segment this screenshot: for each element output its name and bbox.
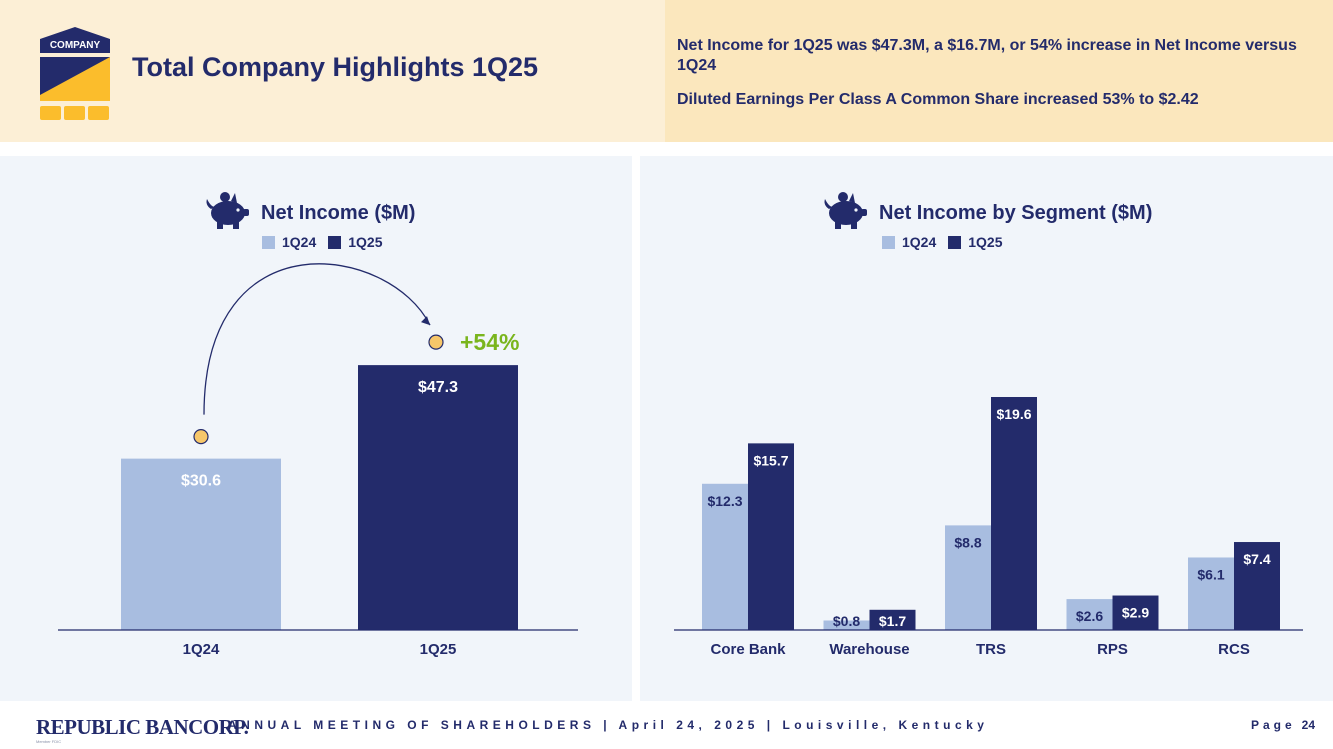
data-label-rps-1q24: $2.6 [1076,608,1103,624]
data-label-warehouse-1q24: $0.8 [833,613,860,629]
page-number-value: 24 [1301,718,1315,732]
brand-logo: REPUBLIC BANCORP. [36,715,249,739]
brand-subtext: Member FDIC [36,739,62,744]
x-tick-1q24: 1Q24 [183,641,220,658]
data-label-trs-1q25: $19.6 [996,406,1031,422]
page-title: Total Company Highlights 1Q25 [132,52,539,82]
legend-item-1q24: 1Q24 [882,234,936,250]
data-label-rcs-1q25: $7.4 [1243,551,1270,567]
net-income-chart: $30.6 1Q24 $47.3 1Q25 +54% [58,263,578,658]
data-label-warehouse-1q25: $1.7 [879,613,906,629]
legend-label-1q25: 1Q25 [968,234,1003,250]
legend-label-1q24: 1Q24 [282,234,317,250]
x-tick-core-bank: Core Bank [710,641,786,658]
x-tick-rps: RPS [1097,641,1128,658]
growth-arrow-head [421,316,430,326]
bar-1q25 [358,365,518,630]
bar-core-bank-1q25 [748,443,794,630]
marker-1q25 [428,334,444,350]
chart-title-net-income: Net Income ($M) [261,202,416,224]
bar-rcs-1q24 [1188,557,1234,630]
data-label-rps-1q25: $2.9 [1122,605,1149,621]
marker-1q24 [193,429,209,445]
x-tick-warehouse: Warehouse [829,641,909,658]
legend-label-1q25: 1Q25 [348,234,383,250]
bar-trs-1q24 [945,525,991,630]
data-label-rcs-1q24: $6.1 [1197,566,1224,582]
legend-item-1q25: 1Q25 [948,234,1003,250]
segment-chart: $12.3 $15.7 Core Bank $0.8 $1.7 Warehouse $8.8… [674,397,1303,658]
chart-title-segment: Net Income by Segment ($M) [879,202,1153,224]
legend-segment: 1Q24 1Q25 [882,234,1015,250]
growth-annotation: +54% [460,329,519,355]
header-right [665,0,1333,142]
legend-item-1q25: 1Q25 [328,234,383,250]
meeting-info: ANNUAL MEETING OF SHAREHOLDERS | April 2… [228,718,989,732]
bar-trs-1q25 [991,397,1037,630]
data-label-core-bank-1q25: $15.7 [753,452,788,468]
bar-warehouse-1q24 [823,620,870,630]
logo-label: COMPANY [50,40,101,51]
data-label-trs-1q24: $8.8 [954,534,981,550]
page-label: Page [1250,718,1296,732]
growth-arrow [203,263,431,415]
legend-label-1q24: 1Q24 [902,234,937,250]
x-tick-trs: TRS [976,641,1006,658]
data-label-1q24: $30.6 [181,473,221,490]
bar-warehouse-1q25 [869,609,916,630]
bar-rcs-1q25 [1234,542,1280,630]
legend-item-1q24: 1Q24 [262,234,316,250]
headline-net-income: Net Income for 1Q25 was $47.3M, a $16.7M… [677,37,1297,74]
piggy-bank-icon [206,192,249,229]
legend-net-income: 1Q24 1Q25 [262,234,395,250]
net-income-panel: Net Income ($M) 1Q24 1Q25 $30.6 1Q24 $47.3… [0,156,632,701]
footer: REPUBLIC BANCORP. Member FDIC ANNUAL MEE… [0,705,1333,749]
headline-eps: Diluted Earnings Per Class A Common Shar… [677,91,1199,108]
x-tick-rcs: RCS [1218,641,1250,658]
bar-core-bank-1q24 [702,483,748,630]
bar-rps-1q25 [1112,595,1159,630]
piggy-bank-icon [824,192,867,229]
bar-rps-1q24 [1066,599,1113,630]
company-logo: COMPANY [40,27,110,120]
x-tick-1q25: 1Q25 [420,641,457,658]
bar-1q24 [121,458,281,630]
segment-panel: Net Income by Segment ($M) 1Q24 1Q25 $12… [640,156,1333,701]
page-number: Page 24 [1251,718,1315,732]
data-label-1q25: $47.3 [418,379,458,396]
header-left: COMPANY Total Company Highlights 1Q25 [0,0,665,142]
data-label-core-bank-1q24: $12.3 [707,493,742,509]
